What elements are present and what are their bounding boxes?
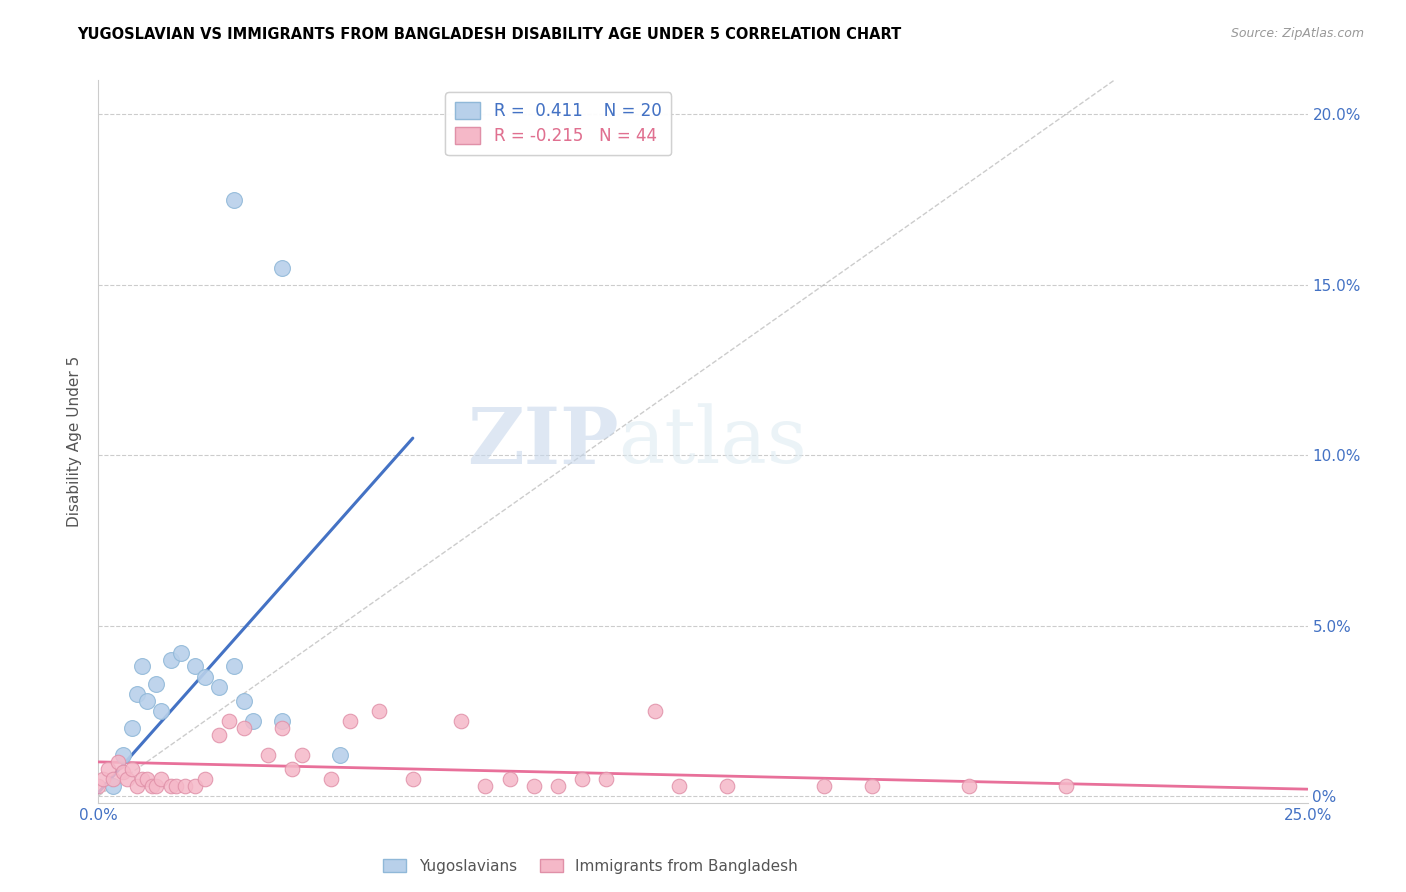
Point bbox=[184, 779, 207, 793]
Point bbox=[194, 772, 217, 786]
Point bbox=[595, 772, 617, 786]
Point bbox=[281, 762, 304, 776]
Point bbox=[232, 721, 254, 735]
Point bbox=[121, 721, 143, 735]
Point bbox=[160, 779, 183, 793]
Point bbox=[117, 772, 139, 786]
Text: atlas: atlas bbox=[619, 404, 807, 479]
Point bbox=[813, 779, 835, 793]
Text: Source: ZipAtlas.com: Source: ZipAtlas.com bbox=[1230, 27, 1364, 40]
Text: ZIP: ZIP bbox=[467, 403, 619, 480]
Point bbox=[141, 779, 163, 793]
Point bbox=[716, 779, 738, 793]
Point bbox=[127, 687, 149, 701]
Point bbox=[150, 772, 173, 786]
Text: YUGOSLAVIAN VS IMMIGRANTS FROM BANGLADESH DISABILITY AGE UNDER 5 CORRELATION CHA: YUGOSLAVIAN VS IMMIGRANTS FROM BANGLADES… bbox=[77, 27, 901, 42]
Point bbox=[169, 646, 191, 660]
Point bbox=[208, 680, 231, 694]
Point bbox=[135, 693, 157, 707]
Point bbox=[91, 772, 114, 786]
Point bbox=[145, 779, 167, 793]
Point bbox=[644, 704, 666, 718]
Point bbox=[860, 779, 883, 793]
Point bbox=[474, 779, 496, 793]
Point bbox=[271, 721, 294, 735]
Point bbox=[571, 772, 593, 786]
Point bbox=[101, 779, 124, 793]
Point bbox=[97, 762, 120, 776]
Point bbox=[368, 704, 391, 718]
Point bbox=[232, 693, 254, 707]
Point bbox=[127, 779, 149, 793]
Point bbox=[339, 714, 361, 728]
Legend: Yugoslavians, Immigrants from Bangladesh: Yugoslavians, Immigrants from Bangladesh bbox=[377, 853, 804, 880]
Point bbox=[256, 748, 278, 763]
Point bbox=[957, 779, 980, 793]
Point bbox=[150, 704, 173, 718]
Point bbox=[523, 779, 546, 793]
Point bbox=[329, 748, 352, 763]
Point bbox=[165, 779, 187, 793]
Point bbox=[107, 755, 129, 769]
Point bbox=[194, 670, 217, 684]
Point bbox=[101, 772, 124, 786]
Point bbox=[319, 772, 342, 786]
Point bbox=[1054, 779, 1077, 793]
Point bbox=[184, 659, 207, 673]
Point bbox=[208, 728, 231, 742]
Point bbox=[174, 779, 197, 793]
Point bbox=[131, 772, 153, 786]
Legend: R =  0.411    N = 20, R = -0.215   N = 44: R = 0.411 N = 20, R = -0.215 N = 44 bbox=[446, 92, 672, 155]
Point bbox=[87, 779, 110, 793]
Point bbox=[222, 659, 245, 673]
Point bbox=[547, 779, 569, 793]
Point bbox=[242, 714, 264, 728]
Point bbox=[131, 659, 153, 673]
Point bbox=[222, 193, 245, 207]
Point bbox=[290, 748, 312, 763]
Point bbox=[271, 260, 294, 275]
Y-axis label: Disability Age Under 5: Disability Age Under 5 bbox=[67, 356, 83, 527]
Point bbox=[160, 653, 183, 667]
Point bbox=[498, 772, 520, 786]
Point bbox=[145, 676, 167, 690]
Point bbox=[218, 714, 240, 728]
Point bbox=[111, 765, 134, 780]
Point bbox=[271, 714, 294, 728]
Point bbox=[121, 762, 143, 776]
Point bbox=[450, 714, 472, 728]
Point bbox=[135, 772, 157, 786]
Point bbox=[111, 748, 134, 763]
Point bbox=[402, 772, 425, 786]
Point bbox=[668, 779, 690, 793]
